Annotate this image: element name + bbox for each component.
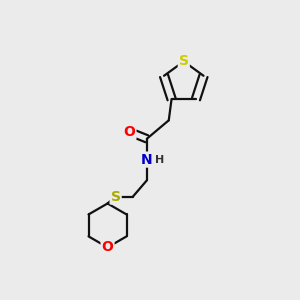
Text: S: S <box>179 54 189 68</box>
Text: O: O <box>124 125 135 139</box>
Text: H: H <box>155 154 164 165</box>
Text: N: N <box>141 153 153 166</box>
Text: O: O <box>102 240 113 254</box>
Text: S: S <box>111 190 121 203</box>
